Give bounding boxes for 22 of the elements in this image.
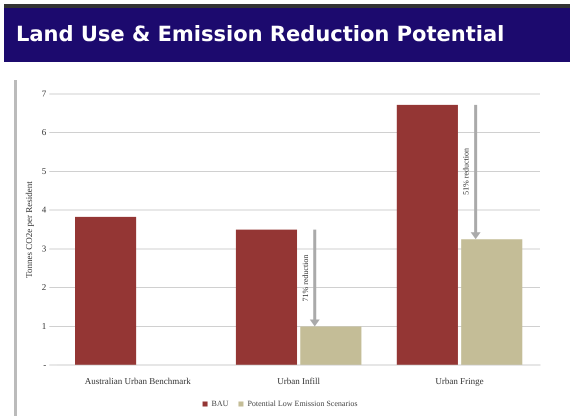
y-tick-label: 2 (42, 282, 46, 292)
y-tick-label: 7 (42, 88, 47, 98)
bar (300, 326, 362, 365)
bar (236, 230, 298, 365)
y-tick-label: - (43, 360, 46, 370)
bar (396, 104, 458, 365)
y-tick-label: 4 (42, 204, 47, 215)
chart-title: Land Use & Emission Reduction Potential (16, 22, 504, 46)
y-tick-label: 5 (42, 166, 47, 176)
bar (461, 239, 522, 365)
y-tick-label: 1 (42, 320, 46, 331)
bar (75, 216, 136, 365)
y-axis-title: Tonnes CO2e per Resident (24, 180, 34, 278)
annotation: 71% reduction (300, 254, 310, 302)
x-tick-label: Urban Fringe (435, 376, 484, 386)
y-tick-label: 6 (42, 127, 47, 138)
y-tick-label: 3 (42, 243, 47, 254)
x-tick-label: Urban Infill (277, 376, 321, 386)
legend-label: Potential Low Emission Scenarios (247, 399, 358, 408)
annotation: 51% reduction (462, 148, 471, 195)
legend-label: BAU (212, 399, 229, 408)
x-tick-label: Australian Urban Benchmark (84, 376, 192, 386)
